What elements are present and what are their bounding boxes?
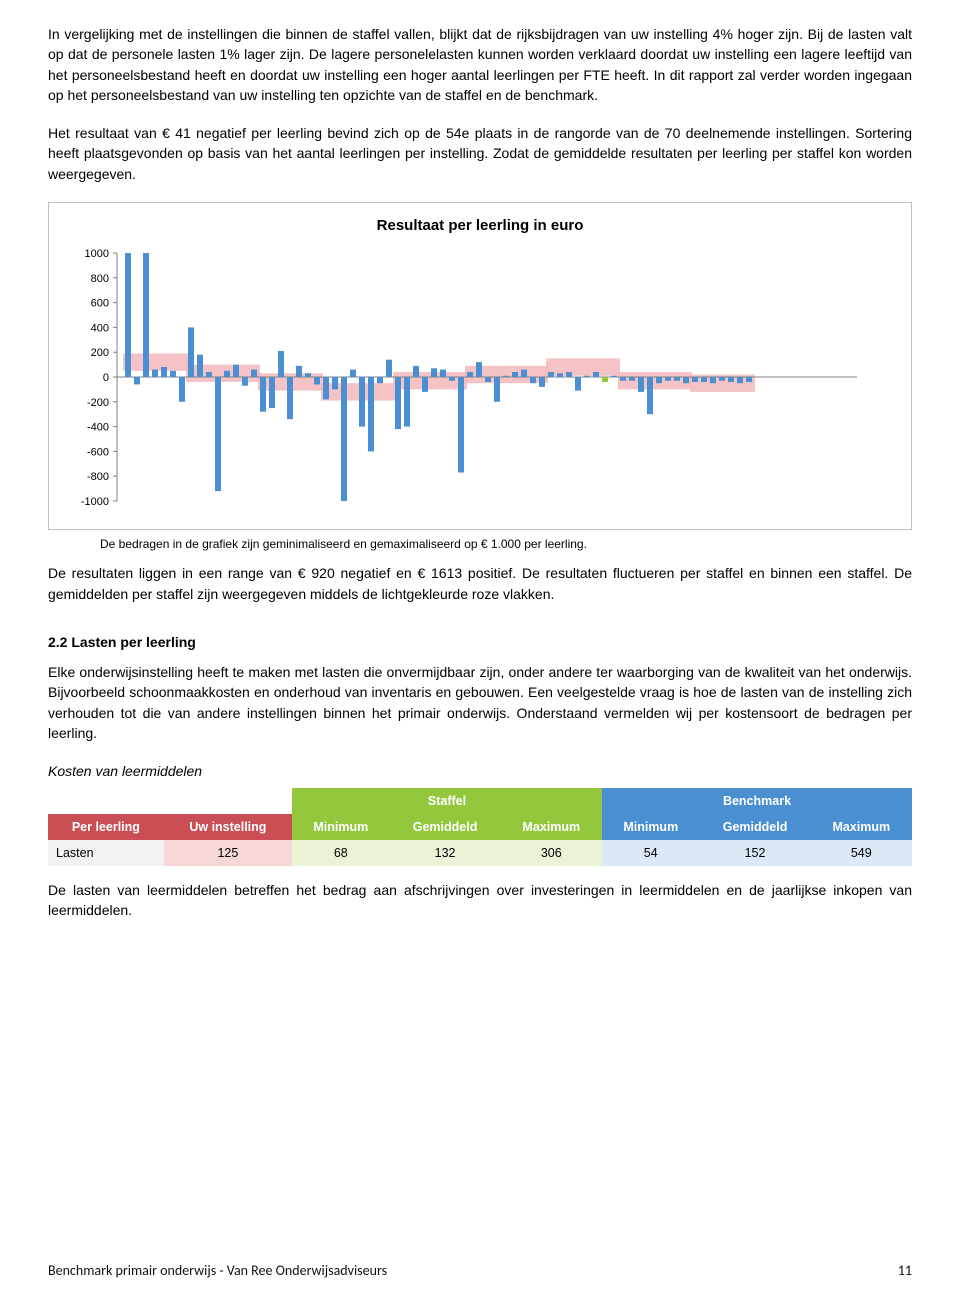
table-header-row: Per leerling Uw instelling Minimum Gemid…	[48, 814, 912, 840]
svg-text:1000: 1000	[85, 248, 109, 260]
cell-b-max: 549	[811, 840, 912, 866]
paragraph-leermiddelen-explain: De lasten van leermiddelen betreffen het…	[48, 880, 912, 921]
table-group-row: Staffel Benchmark	[48, 788, 912, 814]
svg-text:-400: -400	[87, 421, 109, 433]
paragraph-intro: In vergelijking met de instellingen die …	[48, 24, 912, 105]
col-bench-max: Maximum	[811, 814, 912, 840]
svg-text:-800: -800	[87, 471, 109, 483]
col-bench-gem: Gemiddeld	[700, 814, 811, 840]
col-staffel-gem: Gemiddeld	[390, 814, 501, 840]
col-uw-instelling: Uw instelling	[164, 814, 292, 840]
cell-s-gem: 132	[390, 840, 501, 866]
cell-b-min: 54	[602, 840, 700, 866]
col-per-leerling: Per leerling	[48, 814, 164, 840]
svg-text:-600: -600	[87, 446, 109, 458]
leermiddelen-table: Staffel Benchmark Per leerling Uw instel…	[48, 788, 912, 866]
svg-text:0: 0	[103, 372, 109, 384]
col-staffel-min: Minimum	[292, 814, 390, 840]
cell-s-max: 306	[501, 840, 602, 866]
subheading-leermiddelen: Kosten van leermiddelen	[48, 761, 912, 781]
cell-row-label: Lasten	[48, 840, 164, 866]
svg-text:600: 600	[91, 297, 109, 309]
paragraph-lasten-intro: Elke onderwijsinstelling heeft te maken …	[48, 662, 912, 743]
cell-s-min: 68	[292, 840, 390, 866]
paragraph-range: De resultaten liggen in een range van € …	[48, 563, 912, 604]
chart-caption: De bedragen in de grafiek zijn geminimal…	[100, 536, 912, 553]
col-bench-min: Minimum	[602, 814, 700, 840]
svg-text:800: 800	[91, 273, 109, 285]
cell-uw: 125	[164, 840, 292, 866]
section-2-2-title: 2.2 Lasten per leerling	[48, 632, 912, 652]
result-chart-container: Resultaat per leerling in euro 1000 800 60…	[48, 202, 912, 530]
table-blank-header	[48, 788, 292, 814]
table-group-benchmark: Benchmark	[602, 788, 912, 814]
footer-left: Benchmark primair onderwijs - Van Ree On…	[48, 1261, 387, 1281]
cell-b-gem: 152	[700, 840, 811, 866]
footer-page-number: 11	[898, 1261, 912, 1281]
chart-title: Resultaat per leerling in euro	[67, 215, 893, 237]
page-footer: Benchmark primair onderwijs - Van Ree On…	[48, 1261, 912, 1281]
paragraph-result-rank: Het resultaat van € 41 negatief per leer…	[48, 123, 912, 184]
svg-text:400: 400	[91, 322, 109, 334]
table-row: Lasten 125 68 132 306 54 152 549	[48, 840, 912, 866]
table-group-staffel: Staffel	[292, 788, 602, 814]
svg-text:200: 200	[91, 347, 109, 359]
svg-text:-1000: -1000	[81, 496, 109, 507]
result-chart: 1000 800 600 400 200 0 -200 -400 -600 -800 -1000	[67, 247, 867, 507]
svg-text:-200: -200	[87, 397, 109, 409]
col-staffel-max: Maximum	[501, 814, 602, 840]
